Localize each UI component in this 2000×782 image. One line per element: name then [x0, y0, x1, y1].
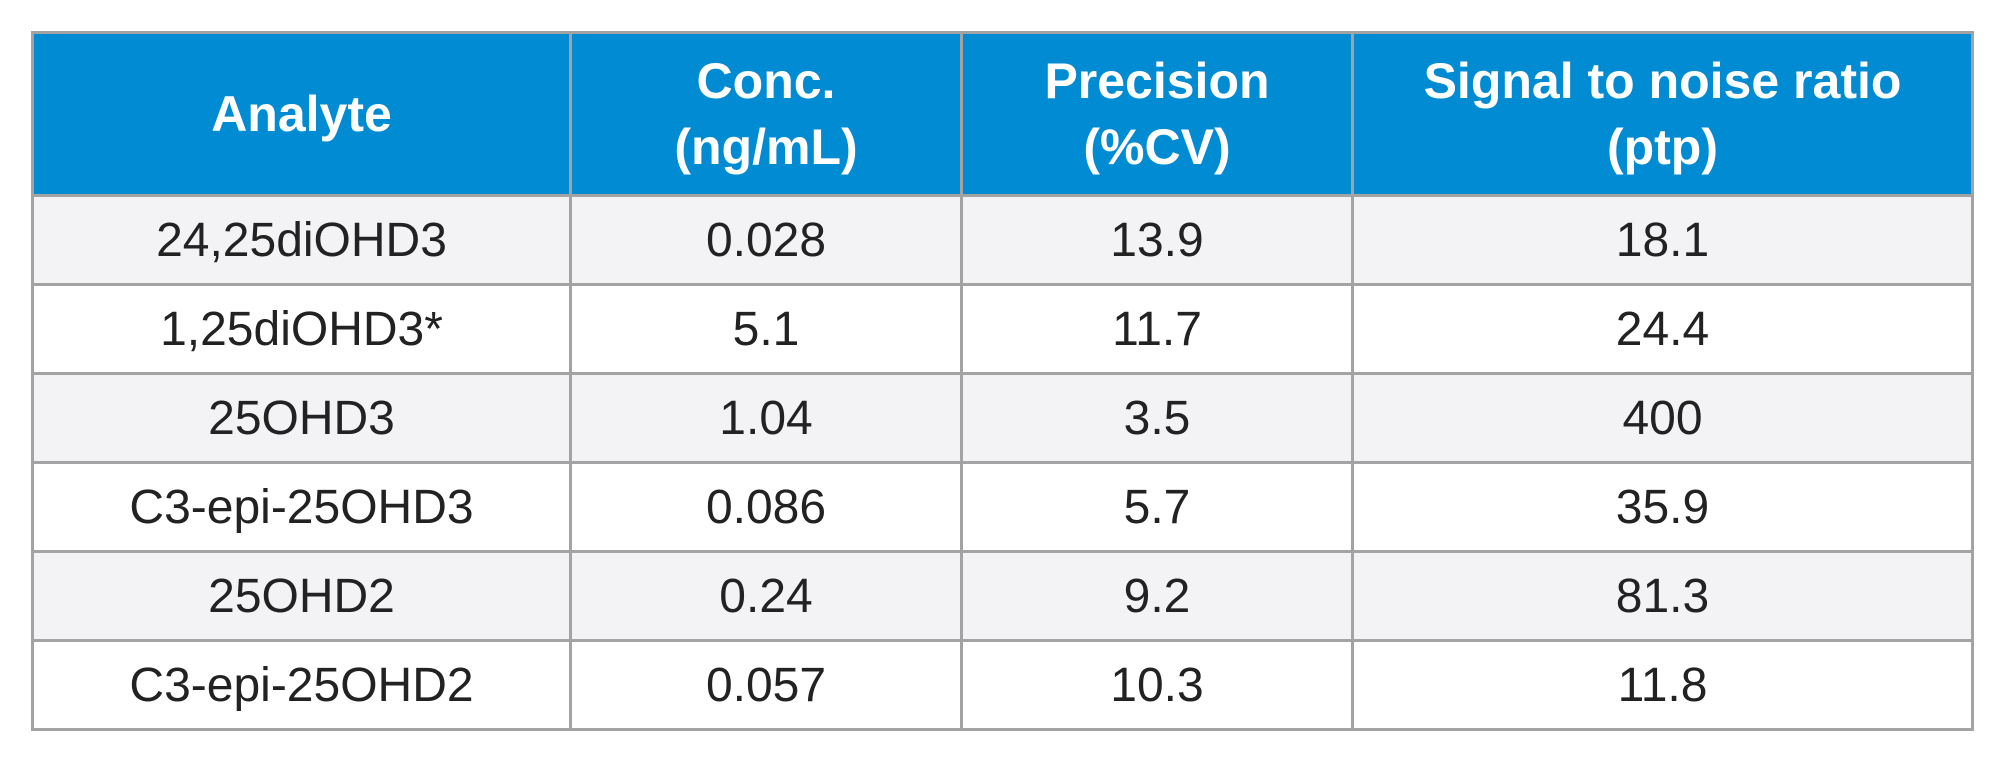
- header-signal-to-noise-line2: (ptp): [1606, 119, 1719, 175]
- cell-analyte: 24,25diOHD3: [31, 194, 572, 286]
- header-analyte: Analyte: [31, 31, 572, 197]
- table-body: 24,25diOHD3 0.028 13.9 18.1 1,25diOHD3* …: [31, 194, 1974, 731]
- header-concentration-line1: Conc.: [696, 53, 836, 109]
- cell-analyte: 25OHD2: [31, 550, 572, 642]
- table-row: C3-epi-25OHD3 0.086 5.7 35.9: [31, 461, 1974, 553]
- table-row: 24,25diOHD3 0.028 13.9 18.1: [31, 194, 1974, 286]
- cell-concentration: 0.057: [569, 639, 963, 731]
- cell-signal-to-noise: 81.3: [1351, 550, 1974, 642]
- cell-precision: 11.7: [960, 283, 1354, 375]
- cell-precision: 3.5: [960, 372, 1354, 464]
- header-precision: Precision (%CV): [960, 31, 1354, 197]
- header-row: Analyte Conc. (ng/mL) Precision (%CV) Si…: [31, 31, 1974, 197]
- header-precision-line1: Precision: [1044, 53, 1270, 109]
- header-signal-to-noise-line1: Signal to noise ratio: [1423, 53, 1902, 109]
- cell-analyte: C3-epi-25OHD3: [31, 461, 572, 553]
- cell-concentration: 0.24: [569, 550, 963, 642]
- cell-precision: 13.9: [960, 194, 1354, 286]
- cell-analyte: C3-epi-25OHD2: [31, 639, 572, 731]
- cell-signal-to-noise: 11.8: [1351, 639, 1974, 731]
- cell-signal-to-noise: 400: [1351, 372, 1974, 464]
- data-table-container: Analyte Conc. (ng/mL) Precision (%CV) Si…: [31, 31, 1974, 731]
- cell-signal-to-noise: 18.1: [1351, 194, 1974, 286]
- cell-precision: 9.2: [960, 550, 1354, 642]
- cell-concentration: 0.028: [569, 194, 963, 286]
- table-header: Analyte Conc. (ng/mL) Precision (%CV) Si…: [31, 31, 1974, 197]
- cell-signal-to-noise: 24.4: [1351, 283, 1974, 375]
- cell-concentration: 1.04: [569, 372, 963, 464]
- cell-concentration: 5.1: [569, 283, 963, 375]
- table-row: 25OHD2 0.24 9.2 81.3: [31, 550, 1974, 642]
- cell-analyte: 25OHD3: [31, 372, 572, 464]
- cell-precision: 10.3: [960, 639, 1354, 731]
- table-row: 25OHD3 1.04 3.5 400: [31, 372, 1974, 464]
- header-precision-line2: (%CV): [1083, 119, 1231, 175]
- header-signal-to-noise: Signal to noise ratio (ptp): [1351, 31, 1974, 197]
- cell-concentration: 0.086: [569, 461, 963, 553]
- table-row: 1,25diOHD3* 5.1 11.7 24.4: [31, 283, 1974, 375]
- cell-signal-to-noise: 35.9: [1351, 461, 1974, 553]
- table-row: C3-epi-25OHD2 0.057 10.3 11.8: [31, 639, 1974, 731]
- header-concentration: Conc. (ng/mL): [569, 31, 963, 197]
- analyte-precision-table: Analyte Conc. (ng/mL) Precision (%CV) Si…: [31, 31, 1974, 731]
- header-analyte-label: Analyte: [211, 86, 392, 142]
- header-concentration-line2: (ng/mL): [674, 119, 858, 175]
- cell-precision: 5.7: [960, 461, 1354, 553]
- cell-analyte: 1,25diOHD3*: [31, 283, 572, 375]
